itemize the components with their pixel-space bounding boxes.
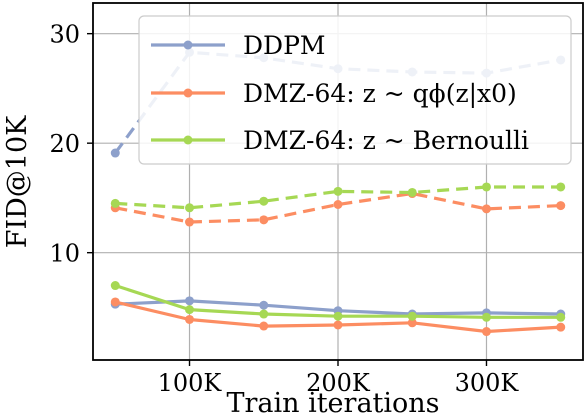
series-2-solid-point [110, 281, 120, 291]
series-2-solid-point [185, 305, 195, 315]
y-axis-label: FID@10K [2, 115, 33, 248]
legend-swatch-marker [183, 40, 193, 50]
legend-label: DMZ-64: z ~ Bernoulli [243, 126, 529, 155]
series-2-dashed-point [333, 186, 343, 196]
x-tick-label: 200K [306, 369, 371, 397]
series-2-dashed-point [556, 182, 566, 192]
series-0-dashed-point [110, 148, 120, 158]
series-1-solid-point [110, 297, 120, 307]
series-2-solid-point [556, 312, 566, 322]
series-2-solid-point [333, 311, 343, 321]
series-2-solid-point [407, 311, 417, 321]
series-1-solid-point [185, 314, 195, 324]
series-2-dashed-point [407, 187, 417, 197]
y-tick-label: 30 [49, 21, 80, 49]
series-1-dashed-point [556, 201, 566, 211]
series-2-solid-point [259, 309, 269, 319]
x-axis-label: Train iterations [226, 388, 439, 418]
legend: DDPM DMZ-64: z ~ qϕ(z|x0) DMZ-64: z ~ Bern… [138, 15, 572, 165]
legend-label: DDPM [243, 31, 326, 60]
series-1-dashed-point [333, 199, 343, 209]
series-0-solid-point [259, 300, 269, 310]
legend-swatch-marker [183, 135, 193, 145]
series-1-dashed-point [259, 215, 269, 225]
series-2-dashed-point [481, 182, 491, 192]
y-tick-label: 20 [49, 130, 80, 158]
x-tick-label: 100K [158, 369, 223, 397]
legend-swatch-marker [183, 88, 193, 98]
series-1-solid-point [556, 322, 566, 332]
series-1-solid-point [259, 321, 269, 331]
y-tick-label: 10 [49, 240, 80, 268]
series-1-solid-point [481, 327, 491, 337]
series-2-solid-point [481, 312, 491, 322]
series-1-dashed-point [481, 204, 491, 214]
series-1-solid-point [333, 320, 343, 330]
series-0-solid-point [185, 296, 195, 306]
legend-label: DMZ-64: z ~ qϕ(z|x0) [243, 79, 517, 109]
series-2-dashed-point [259, 196, 269, 206]
series-1-dashed-point [185, 217, 195, 227]
series-2-dashed-point [110, 198, 120, 208]
series-1-solid-point [407, 318, 417, 328]
x-tick-label: 300K [455, 369, 520, 397]
legend-box [138, 15, 572, 165]
axis-ticks: 100K 200K 300K 10 20 30 [49, 21, 519, 397]
series-2-dashed-point [185, 203, 195, 213]
